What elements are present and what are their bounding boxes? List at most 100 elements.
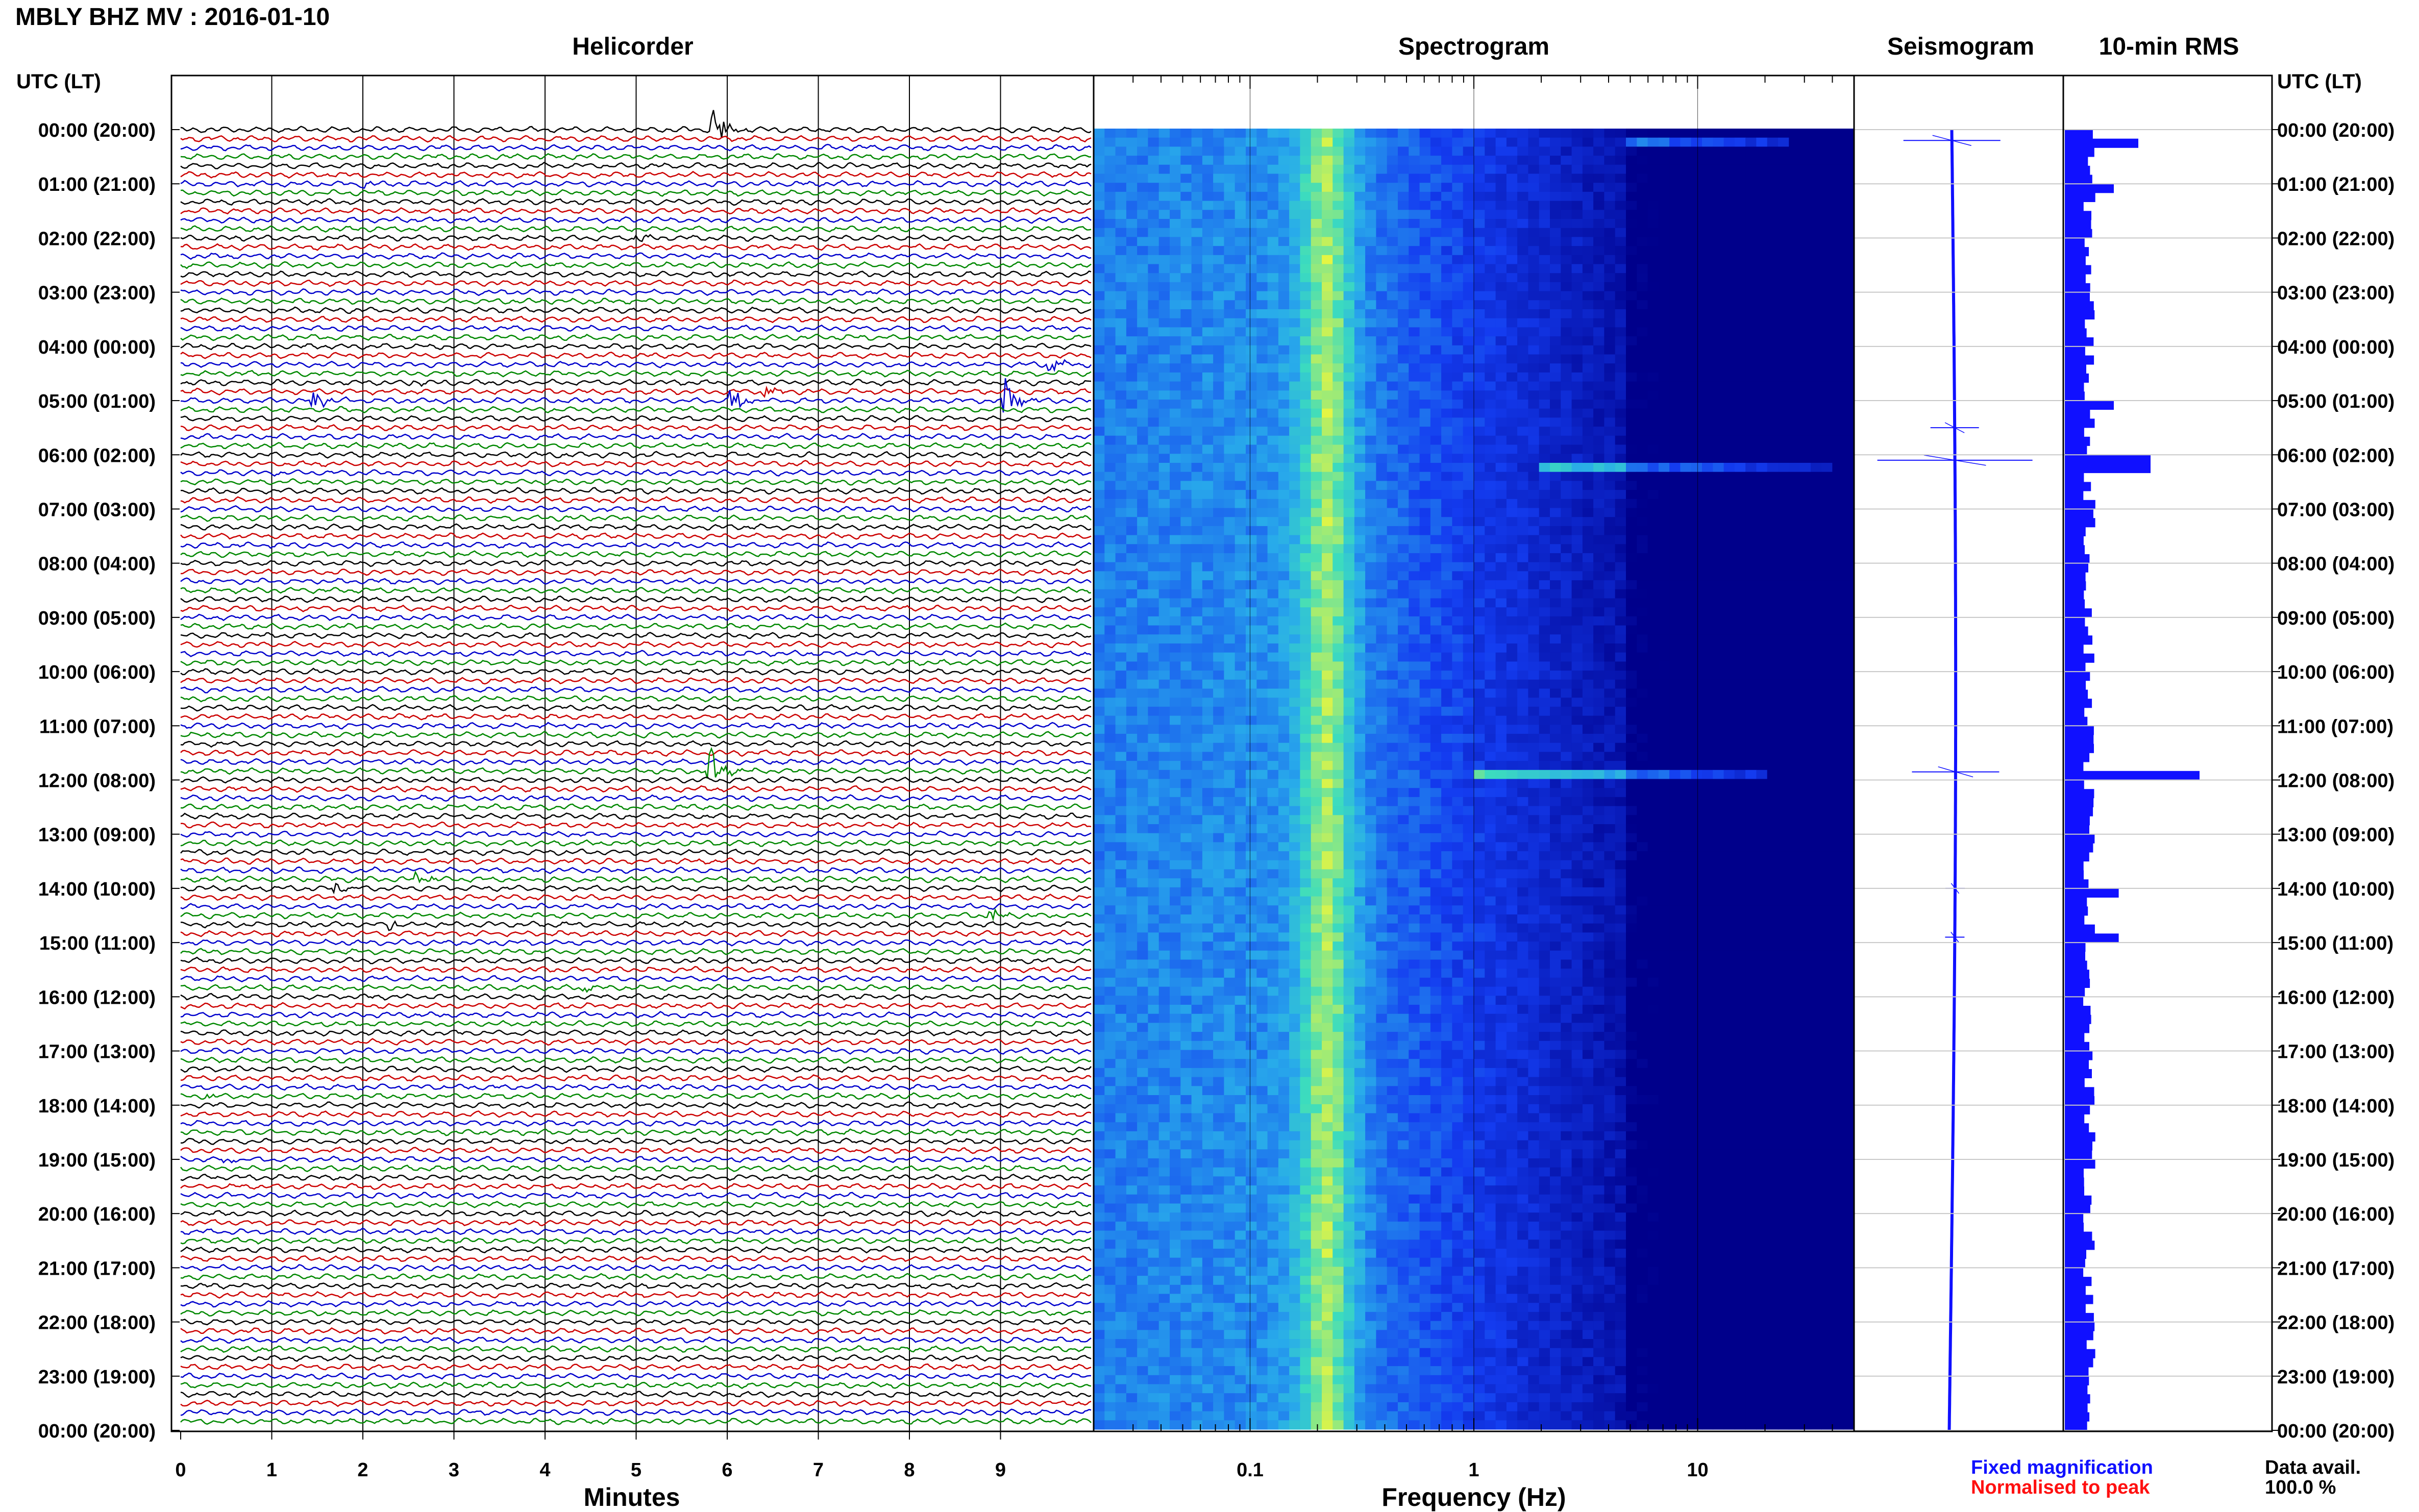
spectrogram-cell [1213,679,1224,689]
spectrogram-cell [1267,562,1279,572]
spectrogram-cell [1126,408,1138,418]
spectrogram-cell [1170,526,1181,536]
spectrogram-cell [1604,300,1616,310]
spectrogram-cell [1561,201,1572,210]
spectrogram-cell [1202,472,1214,481]
spectrogram-cell [1224,282,1236,292]
spectrogram-cell [1604,688,1616,698]
spectrogram-cell [1485,219,1496,229]
spectrogram-cell [1126,156,1138,165]
spectrogram-cell [1691,598,1702,608]
spectrogram-cell [1528,345,1540,355]
spectrogram-cell [1669,490,1681,500]
spectrogram-cell [1506,625,1518,635]
spectrogram-cell [1158,490,1170,500]
spectrogram-cell [1626,508,1637,517]
spectrogram-cell [1246,643,1257,653]
spectrogram-cell [1561,625,1572,635]
spectrogram-cell [1094,408,1105,418]
spectrogram-cell [1691,742,1702,752]
spectrogram-cell [1452,390,1464,400]
spectrogram-cell [1289,490,1300,500]
spectrogram-cell [1734,508,1746,517]
spectrogram-cell [1550,490,1561,500]
spectrogram-cell [1713,444,1724,454]
spectrogram-cell [1517,463,1528,473]
spectrogram-cell [1669,390,1681,400]
spectrogram-cell [1539,273,1550,283]
spectrogram-cell [1615,580,1626,590]
spectrogram-cell [1680,273,1692,283]
spectrogram-cell [1180,309,1192,319]
spectrogram-cell [1734,210,1746,219]
spectrogram-cell [1300,291,1312,301]
spectrogram-cell [1539,427,1550,436]
spectrogram-cell [1202,661,1214,671]
spectrogram-cell [1485,327,1496,337]
spectrogram-cell [1398,589,1409,599]
spectrogram-cell [1821,725,1833,734]
spectrogram-cell [1669,742,1681,752]
spectrogram-cell [1267,354,1279,364]
spectrogram-cell [1311,571,1322,581]
helicorder-trace [180,1020,1092,1028]
spectrogram-cell [1571,318,1583,328]
spectrogram-cell [1506,580,1518,590]
spectrogram-cell [1452,725,1464,734]
spectrogram-cell [1723,201,1735,210]
spectrogram-cell [1409,643,1420,653]
spectrogram-cell [1799,354,1811,364]
spectrogram-cell [1571,616,1583,626]
spectrogram-cell [1734,219,1746,229]
spectrogram-cell [1343,742,1355,752]
helicorder-trace [180,803,1092,811]
spectrogram-cell [1289,417,1300,427]
spectrogram-cell [1376,210,1388,219]
spectrogram-cell [1799,508,1811,517]
spectrogram-cell [1104,679,1116,689]
spectrogram-cell [1224,517,1236,527]
spectrogram-cell [1637,571,1648,581]
spectrogram-cell [1343,535,1355,544]
spectrogram-cell [1278,137,1290,147]
spectrogram-cell [1409,490,1420,500]
spectrogram-cell [1756,427,1768,436]
spectrogram-cell [1593,598,1605,608]
spectrogram-cell [1235,589,1246,599]
spectrogram-cell [1267,201,1279,210]
spectrogram-cell [1115,688,1127,698]
spectrogram-cell [1485,354,1496,364]
spectrogram-cell [1647,490,1659,500]
spectrogram-cell [1256,210,1268,219]
spectrogram-cell [1452,237,1464,246]
spectrogram-cell [1506,363,1518,373]
spectrogram-cell [1148,643,1159,653]
spectrogram-cell [1289,706,1300,716]
spectrogram-cell [1409,589,1420,599]
spectrogram-cell [1745,472,1757,481]
spectrogram-cell [1485,661,1496,671]
spectrogram-cell [1626,589,1637,599]
spectrogram-cell [1723,571,1735,581]
spectrogram-cell [1115,210,1127,219]
spectrogram-cell [1191,255,1203,265]
spectrogram-cell [1539,408,1550,418]
spectrogram-cell [1474,137,1485,147]
spectrogram-cell [1713,381,1724,391]
spectrogram-cell [1474,191,1485,202]
spectrogram-cell [1799,427,1811,436]
spectrogram-cell [1789,354,1800,364]
spectrogram-cell [1799,309,1811,319]
spectrogram-cell [1137,698,1148,707]
spectrogram-cell [1343,580,1355,590]
spectrogram-cell [1235,300,1246,310]
spectrogram-cell [1647,327,1659,337]
spectrogram-cell [1354,183,1366,192]
spectrogram-cell [1843,553,1855,563]
spectrogram-cell [1213,688,1224,698]
spectrogram-cell [1094,228,1105,237]
spectrogram-cell [1669,435,1681,445]
spectrogram-cell [1158,607,1170,617]
spectrogram-cell [1343,698,1355,707]
spectrogram-cell [1528,526,1540,536]
